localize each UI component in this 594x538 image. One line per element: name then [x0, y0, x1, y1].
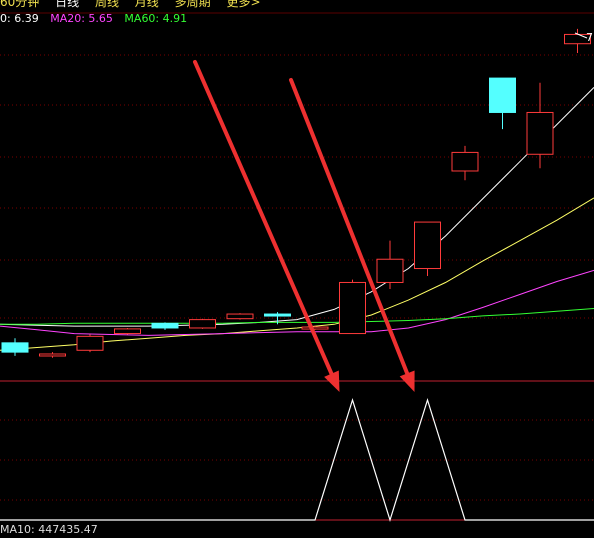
arrow-head — [399, 370, 415, 392]
arrow-shaft — [193, 60, 334, 376]
candle-body-up — [414, 221, 441, 270]
volume-legend: MA10: 447435.47 — [0, 523, 98, 536]
price-tag-text: 7 — [586, 31, 593, 44]
candle-body-down — [489, 77, 516, 113]
grid-lines — [0, 12, 594, 521]
annotation-arrow — [289, 78, 415, 392]
candle-body-up — [451, 151, 479, 172]
legend-ma10: 0: 6.39 — [0, 12, 39, 25]
price-tag-leader — [574, 32, 588, 39]
indicator-line — [0, 397, 594, 523]
ma-line-ma20 — [0, 269, 594, 336]
candle-body-up — [76, 335, 104, 351]
candle — [526, 82, 554, 169]
candle-body-up — [526, 111, 554, 155]
candle — [264, 312, 291, 325]
candle-body-up — [114, 328, 141, 335]
ma-legend: 0: 6.39 MA20: 5.65 MA60: 4.91 — [0, 12, 195, 25]
candle-body-down — [151, 322, 179, 329]
candle — [414, 221, 441, 276]
volume-legend-ma10: MA10: 447435.47 — [0, 523, 98, 536]
ma-line-ma5 — [0, 87, 594, 327]
candle-body-up — [301, 326, 329, 330]
tab-60min[interactable]: 60分钟 — [0, 0, 40, 9]
ma-line-ma60 — [0, 308, 594, 325]
candle — [451, 145, 479, 181]
candle — [76, 334, 104, 353]
candle — [114, 327, 141, 335]
tab-weekly[interactable]: 周线 — [94, 0, 119, 9]
tab-more[interactable]: 更多> — [226, 0, 261, 9]
period-tabs: 60分钟 日线 周线 月线 多周期 更多> — [0, 0, 273, 9]
candle-body-up — [339, 281, 366, 335]
tab-daily[interactable]: 日线 — [55, 0, 80, 9]
candle — [376, 240, 404, 289]
candle — [301, 326, 329, 330]
indicator-signal-line — [0, 397, 594, 523]
annotation-arrows — [193, 60, 415, 392]
annotation-arrow — [193, 60, 340, 392]
arrow-shaft — [289, 78, 410, 376]
price-tag: 7 — [574, 31, 593, 44]
candle — [339, 279, 366, 335]
candle-body-down — [1, 342, 29, 353]
legend-ma60: MA60: 4.91 — [124, 12, 188, 25]
legend-ma20: MA20: 5.65 — [50, 12, 113, 25]
candle — [189, 318, 216, 329]
candle-body-up — [39, 353, 66, 357]
candle-body-down — [264, 313, 291, 317]
candle — [489, 77, 516, 130]
candlesticks — [1, 28, 591, 358]
arrow-head — [324, 370, 340, 392]
tab-multi-period[interactable]: 多周期 — [174, 0, 211, 9]
candle — [1, 338, 29, 356]
tab-monthly[interactable]: 月线 — [134, 0, 159, 9]
candle-body-up — [189, 319, 216, 329]
candle-body-up — [226, 313, 254, 320]
candle — [151, 322, 179, 330]
candle — [226, 313, 254, 320]
candle-body-up — [376, 258, 404, 283]
candle — [39, 352, 66, 358]
